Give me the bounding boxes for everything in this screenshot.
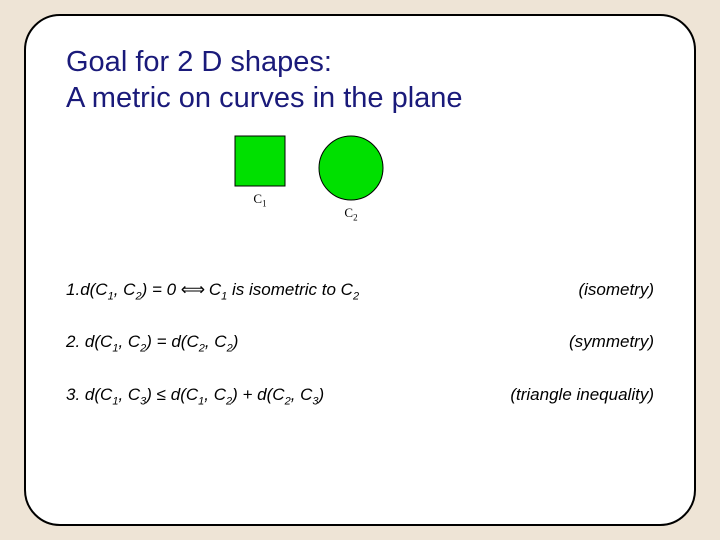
circle-icon [318,135,384,201]
circle-label-c: C [344,205,353,220]
r2-num: 2. [66,332,85,351]
square-label: C1 [253,191,266,209]
r2-p5: ) [233,332,239,351]
slide-card: Goal for 2 D shapes: A metric on curves … [24,14,696,526]
r3-p1: d(C [85,385,112,404]
r1-num: 1. [66,280,80,299]
rule-3-expr: 3. d(C1, C3) ≤ d(C1, C2) + d(C2, C3) [66,385,324,407]
circle-label-sub: 2 [353,212,358,222]
shapes-row: C1 C2 [234,135,654,223]
rule-2-name: (symmetry) [555,332,654,352]
r3-p3: ) ≤ d(C [146,385,198,404]
r1-p2: , C [114,280,136,299]
slide-title: Goal for 2 D shapes: A metric on curves … [66,44,654,117]
rule-3: 3. d(C1, C3) ≤ d(C1, C2) + d(C2, C3) (tr… [66,385,654,407]
rule-2: 2. d(C1, C2) = d(C2, C2) (symmetry) [66,332,654,354]
rule-1-expr: 1.d(C1, C2) = 0 ⟺ C1 is isometric to C2 [66,280,359,302]
r3-num: 3. [66,385,85,404]
rule-1: 1.d(C1, C2) = 0 ⟺ C1 is isometric to C2 … [66,280,654,302]
square-label-sub: 1 [262,198,267,208]
r1-p3: ) = 0 [142,280,181,299]
square-icon [234,135,286,187]
r3-p4: , C [204,385,226,404]
rule-1-name: (isometry) [564,280,654,300]
square-label-c: C [253,191,262,206]
shape-square-block: C1 [234,135,286,209]
r1-p5: is isometric to C [227,280,353,299]
r2-p1: d(C [85,332,112,351]
r3-p2: , C [118,385,140,404]
title-line-1: Goal for 2 D shapes: [66,46,332,78]
r1-p1: d(C [80,280,107,299]
title-line-2: A metric on curves in the plane [66,82,463,114]
iff-icon: ⟺ [181,280,204,299]
circle-label: C2 [344,205,357,223]
rule-2-expr: 2. d(C1, C2) = d(C2, C2) [66,332,238,354]
shape-circle-block: C2 [318,135,384,223]
r1-p4: C [204,280,221,299]
r3-p7: ) [319,385,325,404]
rules-block: 1.d(C1, C2) = 0 ⟺ C1 is isometric to C2 … [66,280,654,407]
r3-p6: , C [291,385,313,404]
r1-s4: 2 [353,290,359,302]
r2-p4: , C [205,332,227,351]
r2-p3: ) = d(C [146,332,198,351]
r2-p2: , C [118,332,140,351]
r3-p5: ) + d(C [232,385,284,404]
rule-3-name: (triangle inequality) [496,385,654,405]
